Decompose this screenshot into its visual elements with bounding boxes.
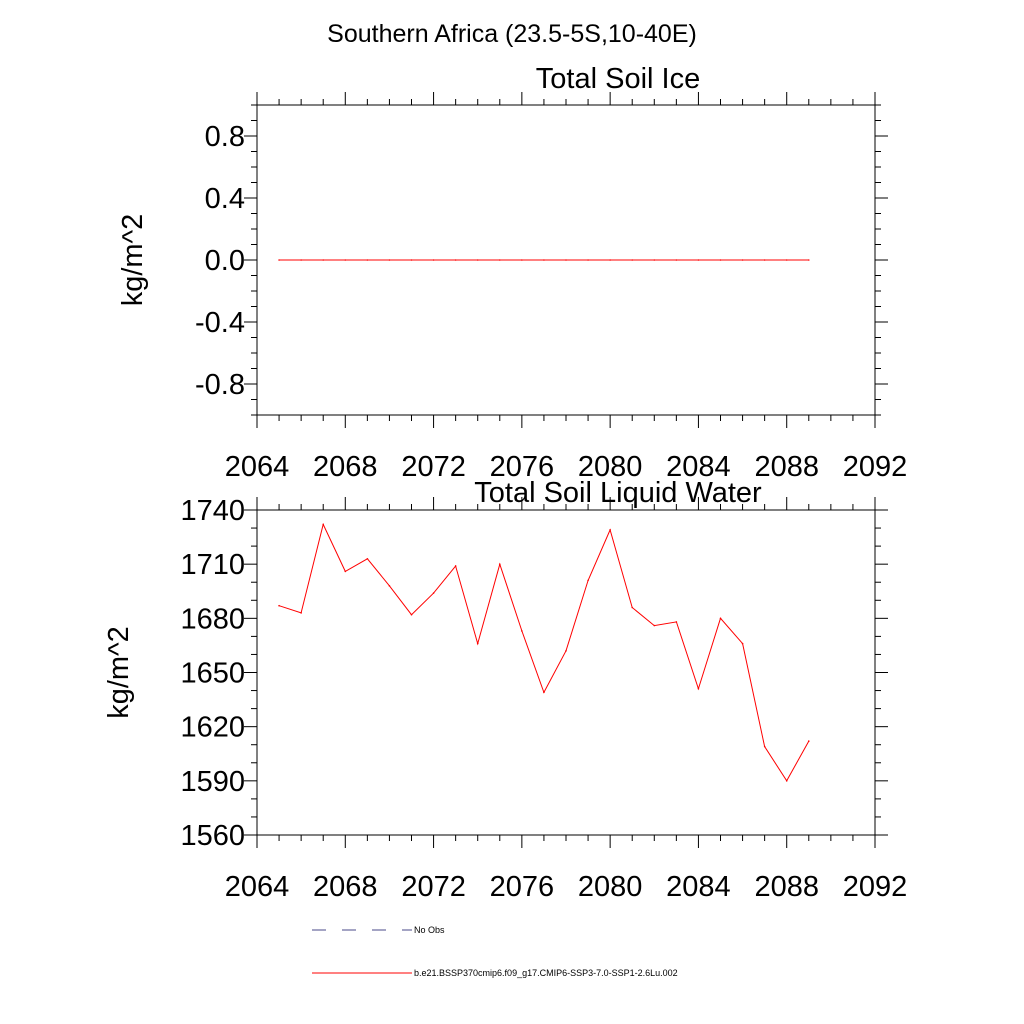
chart-title: Total Soil Liquid Water: [474, 477, 762, 509]
chart-title: Total Soil Ice: [536, 63, 700, 95]
data-point: [498, 563, 501, 565]
plot-frame: [256, 509, 876, 836]
data-point: [388, 259, 391, 261]
x-tick-label: 2092: [843, 871, 908, 903]
y-tick-label: 1740: [180, 495, 245, 527]
data-point: [741, 642, 744, 645]
data-point: [697, 687, 700, 690]
data-point: [785, 780, 788, 782]
y-tick-label: 0.4: [205, 183, 245, 215]
y-tick-label: 0.0: [205, 245, 245, 277]
x-tick-label: 2092: [843, 451, 908, 483]
data-point: [697, 259, 700, 261]
data-point: [278, 604, 280, 607]
data-point: [609, 259, 611, 261]
x-tick-label: 2072: [401, 871, 466, 903]
data-point: [807, 740, 810, 742]
x-tick-label: 2080: [578, 451, 643, 483]
data-point: [631, 259, 634, 261]
data-point: [609, 529, 611, 531]
x-tick-label: 2088: [754, 871, 819, 903]
data-point: [719, 259, 722, 261]
data-point: [565, 259, 567, 261]
x-tick-label: 2076: [490, 451, 555, 483]
x-tick-label: 2068: [313, 871, 378, 903]
data-point: [521, 259, 523, 261]
data-point: [763, 745, 766, 748]
x-tick-label: 2068: [313, 451, 378, 483]
figure-title: Southern Africa (23.5-5S,10-40E): [327, 20, 697, 48]
data-point: [498, 259, 501, 261]
data-point: [653, 259, 656, 261]
data-point: [388, 585, 391, 587]
x-tick-label: 2064: [225, 451, 290, 483]
y-tick-label: 1620: [180, 712, 245, 744]
y-tick-label: 1590: [180, 766, 245, 798]
x-tick-label: 2084: [666, 451, 731, 483]
data-point: [565, 650, 567, 652]
data-point: [322, 523, 325, 526]
data-point: [675, 259, 678, 261]
x-tick-label: 2084: [666, 871, 731, 903]
data-point: [653, 624, 656, 627]
y-axis-label: kg/m^2: [117, 214, 149, 307]
data-point: [543, 259, 545, 261]
data-point: [675, 621, 678, 623]
y-axis-label: kg/m^2: [103, 626, 135, 719]
data-point: [454, 259, 457, 261]
data-point: [587, 259, 589, 261]
data-point: [741, 259, 744, 261]
chart-panel-soil-ice: Total Soil Ice 2064 2068 2072 2076 2080 2084 20…: [117, 63, 907, 483]
chart-panel-soil-liquid-water: Total Soil Liquid Water 2064 2068 2072 2076 2…: [103, 477, 907, 903]
legend-label-model: b.e21.BSSP370cmip6.f09_g17.CMIP6-SSP3-7.…: [414, 968, 678, 978]
data-point: [476, 259, 479, 261]
y-tick-label: 0.8: [205, 121, 245, 153]
y-tick-label: 1560: [180, 820, 245, 852]
data-point: [322, 259, 325, 261]
data-point: [785, 259, 788, 261]
data-point: [807, 259, 810, 261]
data-point: [344, 259, 347, 261]
data-point: [432, 259, 435, 261]
legend-label-no-obs: No Obs: [414, 925, 445, 935]
x-tick-label: 2064: [225, 871, 290, 903]
data-point: [300, 612, 302, 614]
data-point: [521, 630, 523, 632]
series-line: [278, 522, 810, 782]
x-tick-label: 2080: [578, 871, 643, 903]
data-point: [476, 642, 479, 645]
y-tick-label: -0.8: [195, 369, 245, 401]
y-tick-label: 1650: [180, 658, 245, 690]
y-tick-label: 1680: [180, 603, 245, 635]
data-point: [300, 259, 302, 261]
data-point: [454, 565, 457, 567]
data-point: [344, 570, 347, 573]
x-tick-label: 2076: [490, 871, 555, 903]
data-point: [432, 592, 435, 594]
data-point: [366, 259, 369, 261]
data-point: [763, 259, 766, 261]
data-point: [631, 606, 634, 609]
data-point: [278, 259, 280, 261]
data-point: [587, 579, 589, 582]
x-tick-label: 2088: [754, 451, 819, 483]
x-tick-label: 2072: [401, 451, 466, 483]
y-tick-label: -0.4: [195, 307, 245, 339]
data-point: [410, 613, 413, 616]
data-point: [366, 557, 369, 560]
data-point: [410, 259, 413, 261]
legend: No Obs b.e21.BSSP370cmip6.f09_g17.CMIP6-…: [312, 925, 678, 978]
data-point: [543, 691, 545, 694]
y-tick-label: 1710: [180, 549, 245, 581]
data-point: [719, 617, 722, 620]
